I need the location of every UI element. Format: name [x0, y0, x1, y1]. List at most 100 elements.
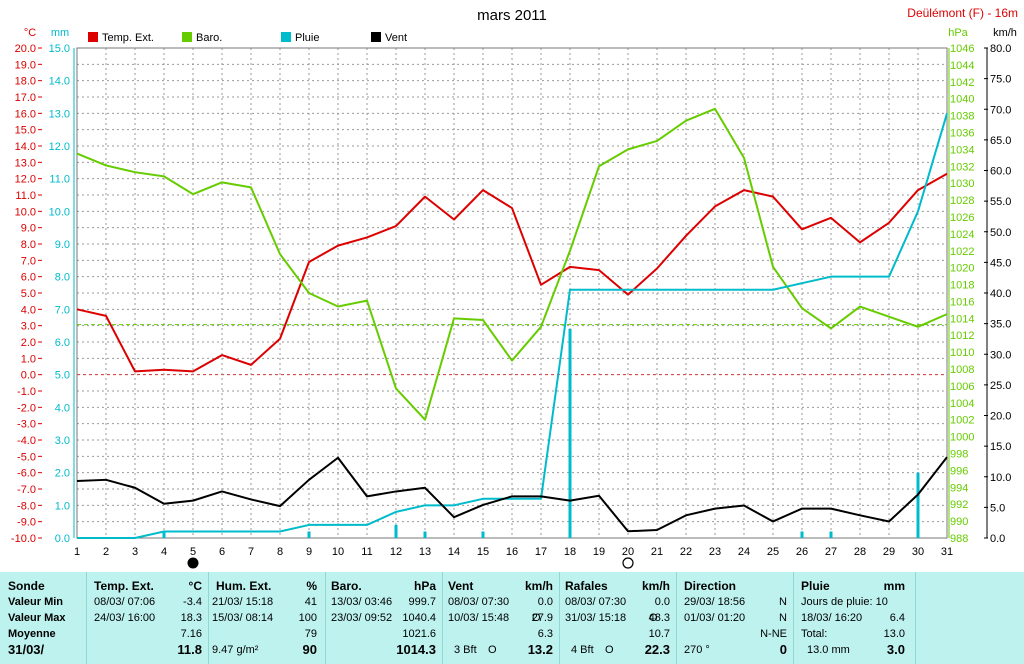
- temp-title: Temp. Ext.: [94, 579, 154, 593]
- temp-tick-label: -6.0: [17, 468, 36, 480]
- stats-wind-column: Vent km/h 08/03/ 07:30 0.0 10/03/ 15:48 O 27…: [442, 572, 560, 664]
- baro-tick-label: 994: [950, 482, 968, 494]
- series-line: [76, 107, 948, 421]
- x-tick-label: 26: [796, 546, 808, 558]
- temp-min-time: 08/03/ 07:06: [94, 596, 156, 608]
- rain-tick-label: 6.0: [55, 337, 70, 349]
- x-tick-label: 4: [161, 546, 167, 558]
- gust-min-time: 08/03/ 07:30: [565, 596, 627, 608]
- x-tick-label: 29: [883, 546, 895, 558]
- temp-current: 11.8: [177, 642, 202, 657]
- baro-avg: 1021.6: [402, 628, 436, 640]
- temp-tick-label: 16.0: [15, 108, 36, 120]
- rain-tick-label: 0.0: [55, 533, 70, 545]
- baro-title: Baro.: [331, 579, 362, 593]
- baro-tick-label: 996: [950, 465, 968, 477]
- direction-min-time: 29/03/ 18:56: [684, 596, 746, 608]
- x-tick-label: 1: [74, 546, 80, 558]
- x-tick-label: 3: [132, 546, 138, 558]
- x-tick-label: 5: [190, 546, 196, 558]
- baro-tick-label: 1044: [950, 60, 974, 72]
- wind-tick-label: 10.0: [990, 472, 1011, 484]
- wind-tick-label: 65.0: [990, 135, 1011, 147]
- legend-label: Vent: [385, 32, 407, 44]
- temp-tick-label: 12.0: [15, 174, 36, 186]
- rain-tick-label: 14.0: [49, 76, 70, 88]
- gust-max-value: 48.3: [648, 612, 670, 624]
- series-line: [76, 456, 948, 533]
- wind-tick-label: 20.0: [990, 411, 1011, 423]
- temp-max-time: 24/03/ 16:00: [94, 612, 156, 624]
- wind-unit-label: km/h: [993, 27, 1017, 39]
- temp-tick-label: 20.0: [15, 43, 36, 55]
- baro-tick-label: 1028: [950, 195, 974, 207]
- rain-tick-label: 11.0: [49, 174, 70, 186]
- rain-bar: [423, 531, 427, 538]
- wind-max-value: 27.9: [531, 612, 553, 624]
- rain-tick-label: 4.0: [55, 402, 70, 414]
- rain-bar: [829, 531, 833, 538]
- gust-avg: 10.7: [648, 628, 670, 640]
- temp-unit: °C: [188, 579, 202, 593]
- chart-grid: [76, 47, 948, 539]
- legend-swatch: [88, 32, 98, 42]
- temp-tick-label: 4.0: [21, 304, 36, 316]
- temp-tick-label: 9.0: [21, 223, 36, 235]
- rain-title: Pluie: [801, 579, 830, 593]
- temp-tick-label: -3.0: [17, 419, 36, 431]
- hum-current: 90: [302, 642, 317, 657]
- temp-tick-label: -10.0: [11, 533, 36, 545]
- wind-current: 13.2: [527, 642, 553, 657]
- baro-tick-label: 1008: [950, 364, 974, 376]
- wind-tick-label: 15.0: [990, 441, 1011, 453]
- x-tick-label: 14: [448, 546, 460, 558]
- x-tick-label: 15: [477, 546, 489, 558]
- rain-month-total: 13.0 mm: [807, 644, 850, 656]
- moon-phases: [187, 557, 634, 569]
- wind-tick-label: 35.0: [990, 319, 1011, 331]
- rain-tick-label: 1.0: [55, 500, 70, 512]
- temp-tick-label: 14.0: [15, 141, 36, 153]
- rain-bar: [162, 531, 166, 538]
- direction-avg: N-NE: [760, 628, 787, 640]
- gust-unit: km/h: [641, 579, 670, 593]
- wind-beaufort: 3 Bft: [454, 644, 477, 656]
- station-label: Deülémont (F) - 16m: [907, 6, 1018, 20]
- temp-tick-label: -7.0: [17, 484, 36, 496]
- baro-max-value: 1040.4: [402, 612, 436, 624]
- temp-tick-label: -9.0: [17, 517, 36, 529]
- baro-tick-label: 1018: [950, 280, 974, 292]
- x-tick-label: 22: [680, 546, 692, 558]
- rain-tick-label: 8.0: [55, 272, 70, 284]
- new-moon-icon: [187, 557, 199, 569]
- rain-bar: [394, 524, 398, 538]
- baro-tick-label: 1026: [950, 212, 974, 224]
- wind-avg: 6.3: [537, 628, 553, 640]
- baro-unit: hPa: [413, 579, 436, 593]
- chart-axes: [38, 47, 988, 539]
- baro-unit-label: hPa: [948, 27, 968, 39]
- x-tick-label: 10: [332, 546, 344, 558]
- hum-avg: 79: [304, 628, 317, 640]
- rain-current: 3.0: [886, 642, 905, 657]
- baro-tick-label: 1034: [950, 144, 974, 156]
- x-tick-label: 28: [854, 546, 866, 558]
- x-tick-label: 25: [767, 546, 779, 558]
- x-tick-label: 30: [912, 546, 924, 558]
- wind-tick-label: 45.0: [990, 257, 1011, 269]
- wind-tick-label: 70.0: [990, 104, 1011, 116]
- temp-tick-label: 6.0: [21, 272, 36, 284]
- gust-max-time: 31/03/ 15:18: [565, 612, 627, 624]
- legend-swatch: [371, 32, 381, 42]
- temp-tick-label: 13.0: [15, 157, 36, 169]
- x-tick-label: 21: [651, 546, 663, 558]
- direction-degrees: 270 °: [684, 644, 710, 656]
- temp-unit-label: °C: [24, 27, 36, 39]
- rain-unit-label: mm: [51, 27, 69, 39]
- hum-max-value: 100: [298, 612, 317, 624]
- baro-tick-label: 1006: [950, 381, 974, 393]
- temp-tick-label: 11.0: [15, 190, 36, 202]
- baro-tick-label: 1004: [950, 398, 974, 410]
- baro-tick-label: 1040: [950, 94, 974, 106]
- gust-max-direction: O: [649, 612, 658, 624]
